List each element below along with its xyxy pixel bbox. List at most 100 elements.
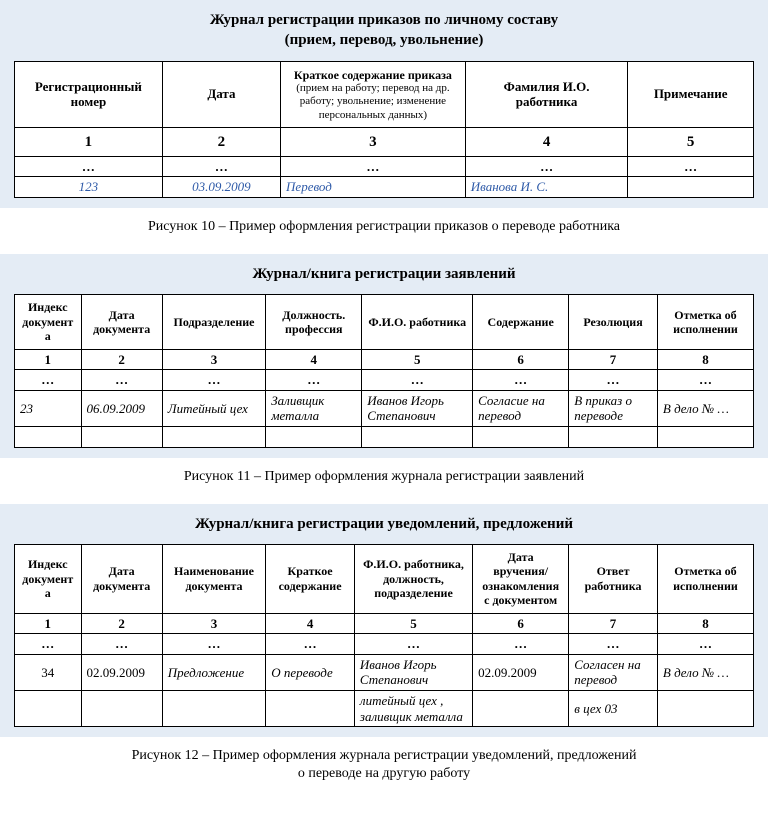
empty-cell [81, 427, 162, 448]
col-header: Дата документа [81, 545, 162, 614]
col-header: Отметка об исполнении [657, 545, 753, 614]
ellipsis-cell: … [162, 634, 265, 655]
data-row: 34 02.09.2009 Предложение О переводе Ива… [15, 654, 754, 690]
figure-11-caption: Рисунок 11 – Пример оформления журнала р… [0, 468, 768, 486]
title-line: (прием, перевод, увольнение) [285, 32, 484, 48]
header-row: Регистрационный номер Дата Краткое содер… [15, 61, 754, 127]
col-num: 2 [81, 613, 162, 634]
cell: в цех 03 [569, 691, 658, 727]
data-row: 23 06.09.2009 Литейный цех Заливщик мета… [15, 390, 754, 426]
col-num: 2 [162, 127, 280, 156]
col-num: 3 [281, 127, 466, 156]
cell: Заливщик металла [266, 390, 362, 426]
col-num: 1 [15, 127, 163, 156]
col-header: Дата вручения/ознакомления с документом [473, 545, 569, 614]
col-header: Подразделение [162, 295, 265, 349]
col-num: 7 [569, 349, 658, 370]
data-row-cont: литейный цех , заливщик металла в цех 03 [15, 691, 754, 727]
table-notifications: Индекс документа Дата документа Наименов… [14, 544, 754, 727]
col-header: Отметка об исполнении [657, 295, 753, 349]
cell: О переводе [266, 654, 355, 690]
col-header: Резолюция [569, 295, 658, 349]
cell [81, 691, 162, 727]
ellipsis-cell: … [162, 156, 280, 177]
cell: 23 [15, 390, 82, 426]
col-header: Ф.И.О. работника, должность, подразделен… [354, 545, 472, 614]
col-num: 5 [354, 613, 472, 634]
empty-row [15, 427, 754, 448]
ellipsis-cell: … [15, 370, 82, 391]
col-num: 6 [473, 349, 569, 370]
data-row: 123 03.09.2009 Перевод Иванова И. С. [15, 177, 754, 198]
cell: Согласен на перевод [569, 654, 658, 690]
ellipsis-cell: … [473, 370, 569, 391]
cell: Литейный цех [162, 390, 265, 426]
ellipsis-cell: … [266, 634, 355, 655]
cell: 02.09.2009 [473, 654, 569, 690]
title-line: Журнал регистрации приказов по личному с… [210, 12, 558, 28]
number-row: 1 2 3 4 5 [15, 127, 754, 156]
col-num: 1 [15, 613, 82, 634]
figure-12-title: Журнал/книга регистрации уведомлений, пр… [14, 514, 754, 534]
col-header: Примечание [628, 61, 754, 127]
col-header: Краткое содержание [266, 545, 355, 614]
empty-cell [266, 427, 362, 448]
col-num: 3 [162, 349, 265, 370]
cell-reg-number: 123 [15, 177, 163, 198]
ellipsis-cell: … [354, 634, 472, 655]
col-num: 8 [657, 349, 753, 370]
header-row: Индекс документа Дата документа Подразде… [15, 295, 754, 349]
col-num: 3 [162, 613, 265, 634]
col-header: Краткое содержание приказа (прием на раб… [281, 61, 466, 127]
cell-employee: Иванова И. С. [465, 177, 628, 198]
cell-note [628, 177, 754, 198]
cell [473, 691, 569, 727]
ellipsis-cell: … [15, 634, 82, 655]
ellipsis-cell: … [162, 370, 265, 391]
cell-content: Перевод [281, 177, 466, 198]
col-header: Дата [162, 61, 280, 127]
col-header: Регистрационный номер [15, 61, 163, 127]
col-header: Индекс документа [15, 545, 82, 614]
col-header: Ответ работника [569, 545, 658, 614]
ellipsis-row: … … … … … [15, 156, 754, 177]
cell: В дело № … [657, 390, 753, 426]
col-num: 4 [465, 127, 628, 156]
number-row: 1 2 3 4 5 6 7 8 [15, 349, 754, 370]
ellipsis-cell: … [473, 634, 569, 655]
col-num: 1 [15, 349, 82, 370]
cell [657, 691, 753, 727]
col-num: 2 [81, 349, 162, 370]
ellipsis-cell: … [465, 156, 628, 177]
cell: Иванов Игорь Степанович [354, 654, 472, 690]
figure-12-caption: Рисунок 12 – Пример оформления журнала р… [0, 747, 768, 783]
ellipsis-cell: … [81, 370, 162, 391]
empty-cell [15, 427, 82, 448]
empty-cell [162, 427, 265, 448]
col-header: Наименование документа [162, 545, 265, 614]
table-orders: Регистрационный номер Дата Краткое содер… [14, 61, 754, 199]
empty-cell [362, 427, 473, 448]
empty-cell [657, 427, 753, 448]
col-num: 7 [569, 613, 658, 634]
cell [162, 691, 265, 727]
empty-cell [473, 427, 569, 448]
cell [15, 691, 82, 727]
figure-11-title: Журнал/книга регистрации заявлений [14, 264, 754, 284]
ellipsis-row: … … … … … … … … [15, 370, 754, 391]
ellipsis-cell: … [362, 370, 473, 391]
ellipsis-cell: … [569, 370, 658, 391]
figure-10-caption: Рисунок 10 – Пример оформления регистрац… [0, 218, 768, 236]
cell: В приказ о переводе [569, 390, 658, 426]
ellipsis-cell: … [657, 370, 753, 391]
col-header: Дата документа [81, 295, 162, 349]
col-header-sub: (прием на работу; перевод на др. работу;… [287, 82, 459, 122]
cell: 02.09.2009 [81, 654, 162, 690]
col-num: 5 [362, 349, 473, 370]
cell: Иванов Игорь Степанович [362, 390, 473, 426]
number-row: 1 2 3 4 5 6 7 8 [15, 613, 754, 634]
figure-12-block: Журнал/книга регистрации уведомлений, пр… [0, 504, 768, 737]
col-header-main: Краткое содержание приказа [294, 68, 452, 82]
caption-line: о переводе на другую работу [298, 766, 470, 781]
ellipsis-cell: … [628, 156, 754, 177]
